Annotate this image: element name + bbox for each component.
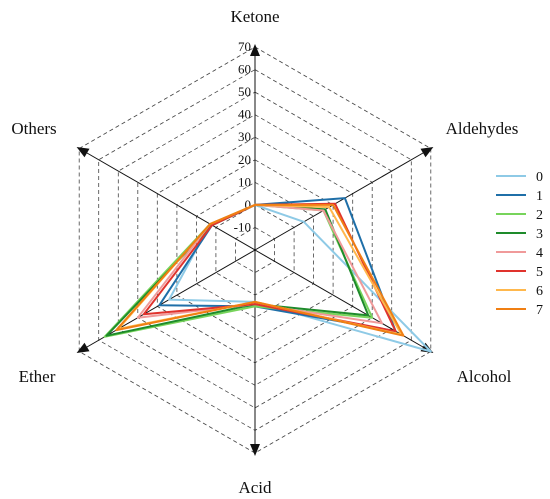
tick-label: 10 [238,174,251,189]
tick-label: 0 [245,197,252,212]
radar-axes [76,44,434,456]
legend-label: 7 [536,303,543,318]
axis-titles: Ketone Aldehydes Alcohol Acid Ether Others [11,7,518,497]
axis-line [85,152,256,251]
tick-label: 60 [238,62,251,77]
radar-series [103,197,432,353]
legend-label: 6 [536,284,543,299]
tick-label: 30 [238,129,251,144]
axis-line [254,152,425,251]
tick-label: 50 [238,84,251,99]
radial-tick-labels: -10 0 10 20 30 40 50 60 70 [234,39,251,234]
axis-line [254,249,425,348]
axis-title-ketone: Ketone [230,7,279,26]
legend-label: 0 [536,170,543,185]
axis-arrowhead [420,147,434,158]
legend-label: 1 [536,189,543,204]
tick-label: 40 [238,107,251,122]
tick-label: 70 [238,39,251,54]
legend: 0 1 2 3 4 5 6 7 [496,170,543,318]
axis-title-others: Others [11,119,56,138]
legend-label: 5 [536,265,543,280]
series-5-polygon [142,202,397,333]
legend-label: 3 [536,227,543,242]
axis-arrowhead [250,44,260,56]
axis-arrowhead [76,342,90,353]
axis-title-acid: Acid [238,478,272,497]
axis-arrowhead [250,444,260,456]
series-7-polygon [115,203,405,337]
axis-arrowhead [76,147,90,158]
legend-label: 2 [536,208,543,223]
legend-label: 4 [536,246,543,261]
axis-title-alcohol: Alcohol [457,367,512,386]
axis-title-aldehydes: Aldehydes [446,119,519,138]
axis-title-ether: Ether [19,367,56,386]
tick-label: -10 [234,219,251,234]
tick-label: 20 [238,152,251,167]
